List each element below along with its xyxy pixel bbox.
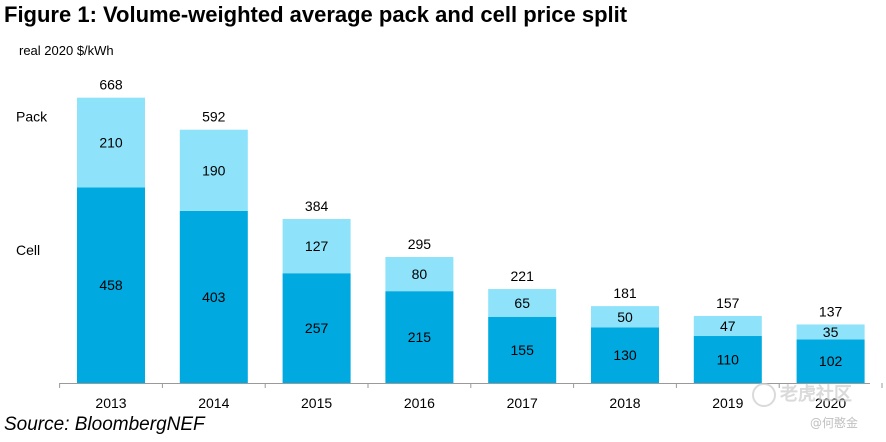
bar-pack-2017 [488, 289, 557, 317]
total-label-2013: 668 [99, 77, 123, 93]
data-label-cell-2016: 215 [408, 329, 432, 345]
total-label-2018: 181 [613, 285, 637, 301]
bar-pack-2020 [796, 324, 865, 340]
x-tick-label-2018: 2018 [609, 395, 640, 411]
bar-cell-2014 [179, 210, 248, 383]
data-label-cell-2018: 130 [613, 347, 637, 363]
watermark-text: 老虎社区 [780, 384, 852, 405]
bar-pack-2015 [282, 218, 351, 274]
data-label-pack-2018: 50 [617, 309, 633, 325]
x-tick-label-2015: 2015 [301, 395, 332, 411]
bar-pack-2013 [77, 97, 145, 188]
source-note: Source: BloombergNEF [4, 414, 205, 435]
data-label-pack-2019: 47 [720, 318, 736, 334]
data-label-cell-2014: 403 [202, 289, 226, 305]
data-label-pack-2015: 127 [305, 238, 329, 254]
data-label-cell-2019: 110 [717, 352, 740, 368]
bar-cell-2017 [488, 316, 557, 383]
bar-cell-2013 [77, 187, 145, 383]
legend-label-pack: Pack [16, 109, 48, 125]
legend-label-cell: Cell [16, 242, 40, 258]
total-label-2016: 295 [408, 236, 432, 252]
total-label-2017: 221 [511, 268, 535, 284]
bar-pack-2014 [179, 129, 248, 211]
bar-cell-2018 [591, 327, 659, 383]
figure-title: Figure 1: Volume-weighted average pack a… [4, 2, 628, 27]
data-label-pack-2020: 35 [823, 324, 839, 340]
bar-cell-2019 [693, 336, 762, 383]
x-tick-label-2014: 2014 [198, 395, 229, 411]
data-label-cell-2015: 257 [305, 320, 329, 336]
data-label-cell-2017: 155 [511, 342, 535, 358]
bar-pack-2018 [591, 306, 659, 328]
data-label-pack-2016: 80 [412, 266, 428, 282]
bar-cell-2016 [385, 291, 454, 383]
data-label-cell-2013: 458 [99, 277, 123, 293]
total-label-2020: 137 [819, 303, 843, 319]
tiger-logo-icon [752, 383, 776, 407]
x-tick-label-2017: 2017 [507, 395, 538, 411]
data-label-pack-2014: 190 [202, 162, 226, 178]
x-tick-label-2016: 2016 [404, 395, 435, 411]
x-tick-label-2020: 2020 [815, 395, 846, 411]
bar-pack-2016 [385, 256, 454, 292]
total-label-2019: 157 [716, 295, 740, 311]
x-tick-label-2019: 2019 [712, 395, 743, 411]
total-label-2014: 592 [202, 109, 226, 125]
data-label-pack-2017: 65 [514, 295, 530, 311]
data-label-cell-2020: 102 [819, 353, 843, 369]
watermark-handle: @何憨金 [810, 416, 859, 430]
bar-cell-2020 [796, 339, 865, 383]
bar-cell-2015 [282, 273, 351, 383]
total-label-2015: 384 [305, 198, 329, 214]
data-label-pack-2013: 210 [99, 135, 123, 151]
bar-pack-2019 [693, 315, 762, 337]
x-tick-label-2013: 2013 [95, 395, 126, 411]
y-axis-unit-label: real 2020 $/kWh [19, 43, 114, 58]
watermark-logo: 老虎社区 [752, 380, 852, 407]
